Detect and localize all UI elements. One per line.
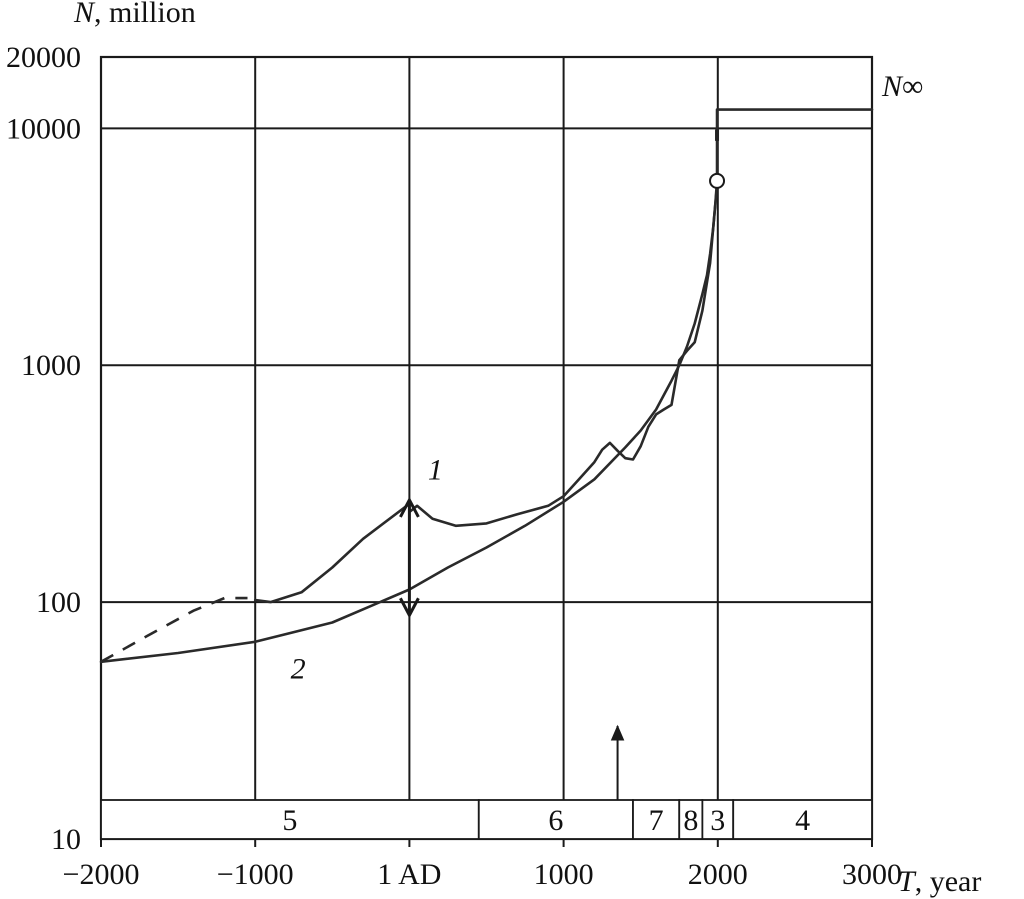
series-line-1 (253, 192, 718, 604)
range-arrow-head-down (399, 597, 420, 619)
period-label: 3 (710, 804, 725, 837)
event-arrow-head (610, 724, 625, 741)
y-tick-label: 10000 (6, 112, 81, 145)
x-tick-label: 2000 (688, 858, 748, 891)
x-tick-label: 1000 (534, 858, 594, 891)
series-line-1-extrapolation (100, 596, 248, 663)
grid (99, 55, 874, 847)
asymptote-line (715, 108, 874, 183)
y-tick-label: 10 (51, 823, 81, 856)
y-tick-label: 20000 (6, 41, 81, 74)
marked-point (709, 172, 726, 189)
x-tick-label: 1 AD (377, 858, 441, 891)
y-tick-label: 100 (36, 586, 81, 619)
annotations: 12 (291, 108, 874, 800)
period-label: 4 (795, 804, 810, 837)
x-tick-label: 3000 (842, 858, 902, 891)
y-axis-title: N, million (73, 0, 196, 29)
series-label-1: 1 (428, 453, 443, 486)
period-label: 6 (548, 804, 563, 837)
period-cell (100, 799, 480, 840)
period-label: 8 (683, 804, 698, 837)
x-tick-label: −1000 (217, 858, 294, 891)
y-tick-label: 1000 (21, 349, 81, 382)
x-axis-title: T, year (898, 865, 981, 898)
x-tick-label: −2000 (63, 858, 140, 891)
plot-frame (99, 55, 874, 841)
period-label: 7 (649, 804, 664, 837)
range-arrow-head-up (399, 496, 420, 518)
tick-labels: −2000 −1000 1 AD 1000 2000 3000 10 100 1000 10000… (6, 41, 902, 891)
period-cell (632, 799, 681, 840)
series-label-2: 2 (291, 653, 306, 686)
series-line-2 (99, 179, 719, 664)
asymptote-label: N∞ (881, 70, 923, 103)
period-label: 5 (282, 804, 297, 837)
period-cell (732, 799, 873, 840)
